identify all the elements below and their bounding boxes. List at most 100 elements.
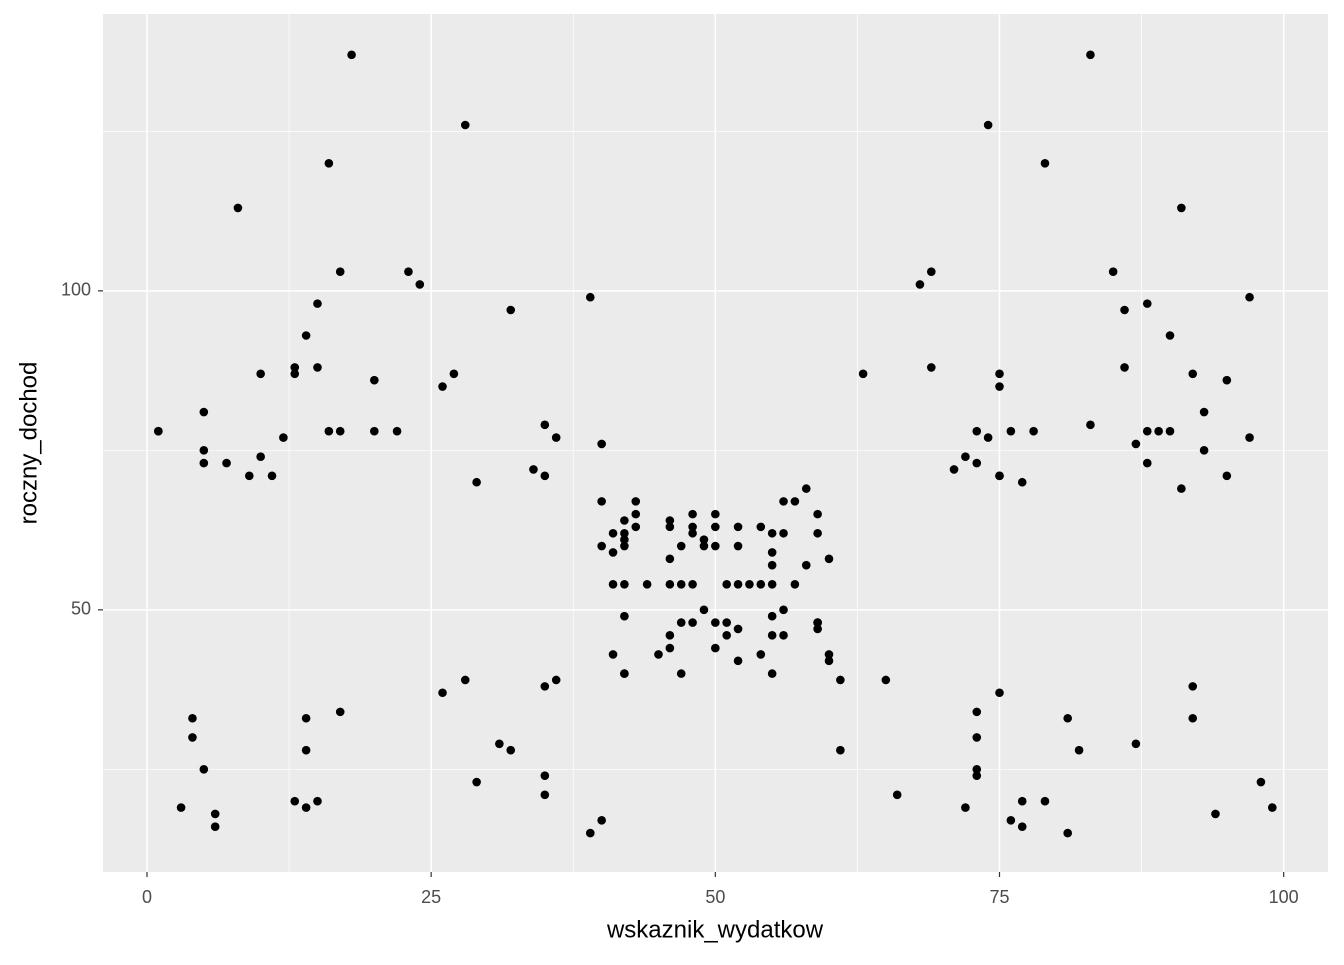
- point: [767, 631, 777, 640]
- point: [1108, 267, 1118, 277]
- point: [961, 452, 970, 462]
- point: [1165, 426, 1175, 436]
- point: [711, 643, 720, 653]
- point: [790, 579, 800, 589]
- point: [620, 535, 629, 544]
- point: [188, 713, 197, 723]
- point: [551, 433, 561, 442]
- point: [972, 458, 982, 468]
- point: [585, 828, 595, 838]
- point: [301, 745, 311, 755]
- point: [665, 516, 675, 525]
- point: [631, 497, 641, 506]
- point: [256, 452, 265, 462]
- point: [608, 548, 618, 557]
- point: [1131, 439, 1141, 449]
- point: [597, 439, 606, 449]
- point: [813, 624, 822, 634]
- point: [767, 560, 777, 570]
- point: [438, 382, 447, 391]
- point: [995, 382, 1004, 391]
- point: [540, 790, 550, 800]
- point: [506, 305, 516, 315]
- point: [836, 675, 845, 685]
- point: [722, 631, 731, 640]
- point: [995, 369, 1004, 379]
- point: [540, 771, 550, 780]
- point: [779, 631, 788, 640]
- point: [1086, 50, 1095, 60]
- point: [1040, 158, 1050, 168]
- point: [324, 426, 334, 436]
- point: [699, 605, 709, 615]
- y-tick-label: 50: [71, 599, 91, 619]
- point: [665, 643, 675, 653]
- point: [1006, 816, 1016, 825]
- point: [1245, 292, 1254, 302]
- point: [256, 369, 265, 379]
- point: [1211, 809, 1220, 819]
- x-tick-label: 75: [989, 887, 1009, 907]
- x-tick-label: 0: [142, 887, 152, 907]
- point: [1017, 796, 1027, 806]
- point: [233, 203, 243, 213]
- point: [1017, 822, 1027, 832]
- point: [404, 267, 413, 277]
- point: [347, 50, 356, 60]
- point: [210, 809, 220, 819]
- point: [608, 579, 618, 589]
- point: [676, 618, 686, 627]
- point: [1188, 713, 1198, 723]
- point: [722, 618, 731, 627]
- point: [460, 120, 470, 130]
- point: [972, 733, 982, 742]
- x-axis-title: wskaznik_wydatkow: [606, 916, 824, 943]
- point: [1142, 299, 1152, 308]
- point: [279, 433, 288, 442]
- point: [290, 363, 300, 372]
- point: [370, 375, 379, 385]
- point: [926, 267, 936, 277]
- point: [335, 267, 345, 277]
- point: [858, 369, 868, 379]
- point: [472, 777, 481, 787]
- point: [392, 426, 402, 436]
- point: [813, 509, 822, 519]
- point: [1165, 331, 1175, 340]
- point: [1006, 426, 1016, 436]
- point: [199, 764, 209, 774]
- y-axis-title: roczny_dochod: [15, 362, 42, 525]
- point: [733, 624, 743, 634]
- point: [1177, 203, 1186, 213]
- point: [756, 650, 766, 659]
- point: [824, 554, 834, 564]
- point: [983, 120, 993, 130]
- point: [290, 796, 300, 806]
- x-tick-label: 100: [1269, 887, 1299, 907]
- point: [608, 650, 618, 659]
- point: [779, 605, 788, 615]
- point: [585, 292, 595, 302]
- point: [1177, 484, 1186, 493]
- point: [540, 420, 550, 430]
- point: [915, 280, 925, 289]
- point: [676, 579, 686, 589]
- y-tick-label: 100: [61, 280, 91, 300]
- point: [665, 579, 675, 589]
- point: [506, 745, 516, 755]
- point: [745, 579, 754, 589]
- point: [290, 369, 300, 379]
- point: [1063, 828, 1073, 838]
- point: [267, 471, 277, 481]
- point: [1199, 407, 1209, 417]
- point: [1245, 433, 1254, 442]
- point: [733, 522, 743, 532]
- point: [551, 675, 561, 685]
- point: [199, 446, 209, 455]
- point: [688, 522, 697, 532]
- point: [767, 548, 777, 557]
- point: [733, 579, 743, 589]
- point: [1188, 682, 1198, 691]
